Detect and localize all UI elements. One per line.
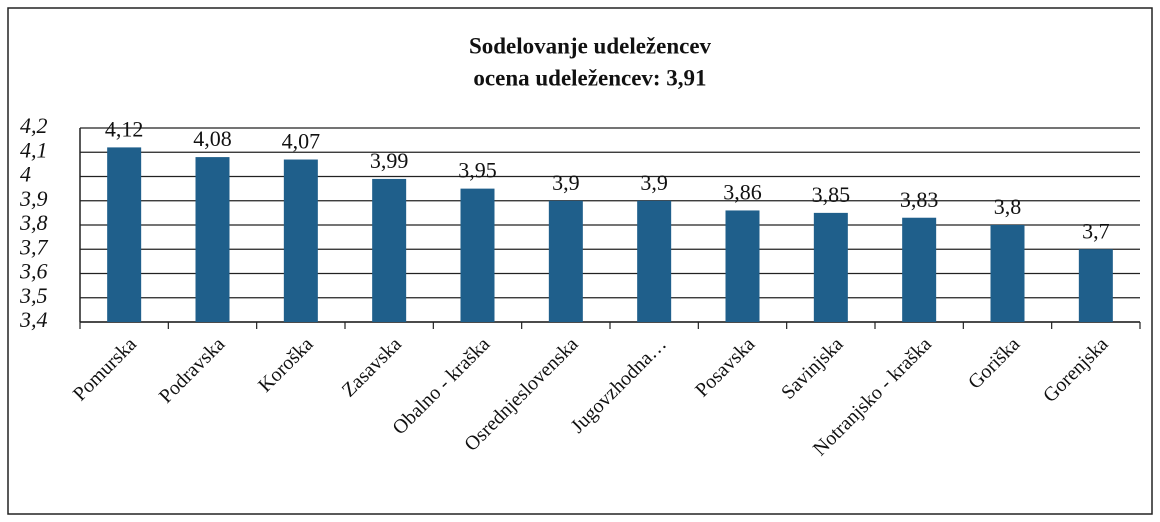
- frame: [7, 7, 1153, 515]
- bar: [460, 188, 495, 322]
- y-tick-label: 3,4: [19, 307, 48, 332]
- x-tick-label: Zasavska: [338, 333, 406, 401]
- x-tick-label: Pomurska: [69, 333, 141, 405]
- bar: [990, 225, 1025, 322]
- y-tick-label: 3,7: [19, 234, 49, 259]
- chart-title: Sodelovanje udeležencev: [469, 33, 712, 58]
- y-tick-label: 4: [20, 162, 31, 187]
- x-tick-label: Podravska: [155, 333, 230, 408]
- y-tick-label: 4,2: [20, 113, 48, 138]
- bar: [725, 210, 760, 322]
- value-label: 3,9: [640, 170, 668, 195]
- value-label: 4,08: [193, 126, 232, 151]
- value-label: 3,7: [1082, 218, 1110, 243]
- value-label: 3,83: [900, 187, 939, 212]
- y-tick-label: 3,5: [19, 283, 48, 308]
- value-label: 3,8: [994, 194, 1022, 219]
- y-tick-label: 3,9: [19, 186, 48, 211]
- value-label: 3,85: [812, 182, 851, 207]
- x-tick-label: Goriška: [964, 333, 1024, 393]
- y-tick-label: 3,8: [19, 210, 48, 235]
- value-label: 3,9: [552, 170, 580, 195]
- value-label: 3,99: [370, 148, 409, 173]
- x-tick-label: Savinjska: [777, 333, 848, 404]
- bar: [902, 217, 937, 322]
- x-tick-label: Posavska: [691, 333, 759, 401]
- bar: [372, 178, 407, 322]
- chart-subtitle: ocena udeležencev: 3,91: [473, 65, 706, 90]
- value-label: 4,12: [105, 116, 144, 141]
- y-tick-label: 4,1: [20, 137, 48, 162]
- bar: [195, 157, 230, 322]
- value-label: 4,07: [282, 129, 321, 154]
- bar: [548, 200, 583, 322]
- x-tick-label: Koroška: [254, 333, 318, 397]
- bar: [283, 159, 318, 322]
- value-label: 3,95: [458, 158, 497, 183]
- bar: [813, 212, 848, 322]
- y-tick-label: 3,6: [19, 259, 48, 284]
- bar: [107, 147, 142, 322]
- value-label: 3,86: [723, 179, 762, 204]
- bar: [1078, 249, 1113, 322]
- x-tick-label: Gorenjska: [1039, 333, 1113, 407]
- bar: [637, 200, 672, 322]
